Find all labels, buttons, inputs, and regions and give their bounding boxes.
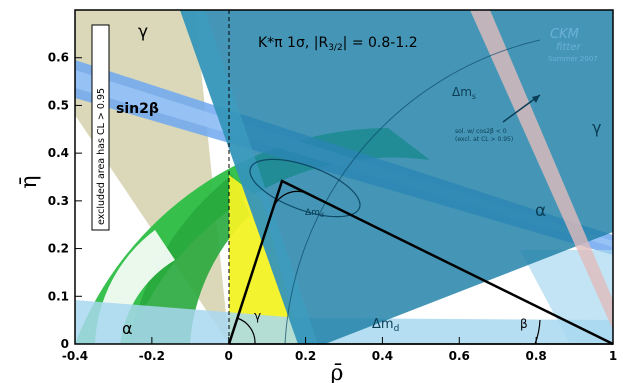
alpha-right-label: α: [535, 201, 546, 221]
annotations: K*π 1σ, |R3/2| = 0.8-1.2 excluded area h…: [91, 22, 601, 338]
triangle-sides: [227, 179, 614, 346]
x-tick-label: 0.2: [295, 349, 316, 363]
y-tick-label: 0.2: [48, 242, 69, 256]
gamma-right-label: γ: [592, 118, 601, 137]
ckmfitter-logo: CKM fitter Summer 2007: [548, 27, 598, 63]
plot-frame: [74, 9, 614, 345]
sol-note-2: (excl. at CL > 0.95): [455, 136, 513, 143]
y-tick-label: 0.3: [48, 194, 69, 208]
beta-angle-label: β: [520, 317, 528, 331]
x-tick-label: 1: [609, 349, 617, 363]
sol-arrow-head: [532, 95, 540, 103]
y-axis: 0 0.1 0.2 0.3 0.4 0.5 0.6: [48, 51, 82, 351]
header-text: K*π 1σ, |R3/2| = 0.8-1.2: [258, 35, 418, 53]
y-tick-label: 0.4: [48, 146, 69, 160]
alpha-angle-arc: [273, 190, 304, 207]
sin2beta-label: sin2β: [116, 101, 159, 117]
excluded-note: excluded area has CL > 0.95: [96, 88, 107, 225]
y-axis-title: η̄: [17, 175, 42, 188]
x-axis-title: ρ̄: [331, 361, 344, 383]
gamma-top-label: γ: [138, 22, 148, 42]
dms-label: Δms: [452, 85, 476, 101]
logo-line-1: CKM: [550, 27, 579, 42]
x-tick-label: 0.4: [372, 349, 393, 363]
dmd-small-label: Δmd: [305, 208, 324, 219]
x-axis: -0.4 -0.2 0 0.2 0.4 0.6 0.8 1: [62, 337, 617, 363]
x-tick-label: 0.8: [526, 349, 547, 363]
constraint-regions: [75, 10, 613, 344]
sol-note-1: sol. w/ cos2β < 0: [455, 128, 507, 135]
x-tick-label: 0: [225, 349, 233, 363]
y-tick-label: 0.6: [48, 51, 69, 65]
fit-band-edge: [180, 10, 318, 344]
dmd-ring-inner: [129, 175, 250, 344]
dmd-label: Δmd: [372, 317, 399, 334]
y-tick-label: 0: [61, 337, 69, 351]
y-tick-label: 0.5: [48, 98, 69, 112]
gamma-angle-label: γ: [254, 309, 261, 323]
fit-contour: [249, 158, 361, 218]
gamma-stripe: [470, 10, 613, 330]
x-tick-label: 0.6: [449, 349, 470, 363]
x-tick-label: -0.4: [62, 349, 88, 363]
alpha-left-label: α: [122, 319, 133, 338]
x-tick-label: -0.2: [139, 349, 165, 363]
vub-region: [229, 175, 300, 344]
dms-arc: [284, 39, 541, 344]
y-tick-label: 0.1: [48, 289, 69, 303]
logo-line-2: fitter: [556, 42, 581, 53]
gamma-angle-arc: [236, 317, 256, 345]
excluded-note-box: excluded area has CL > 0.95: [91, 24, 110, 231]
logo-line-3: Summer 2007: [548, 55, 598, 63]
